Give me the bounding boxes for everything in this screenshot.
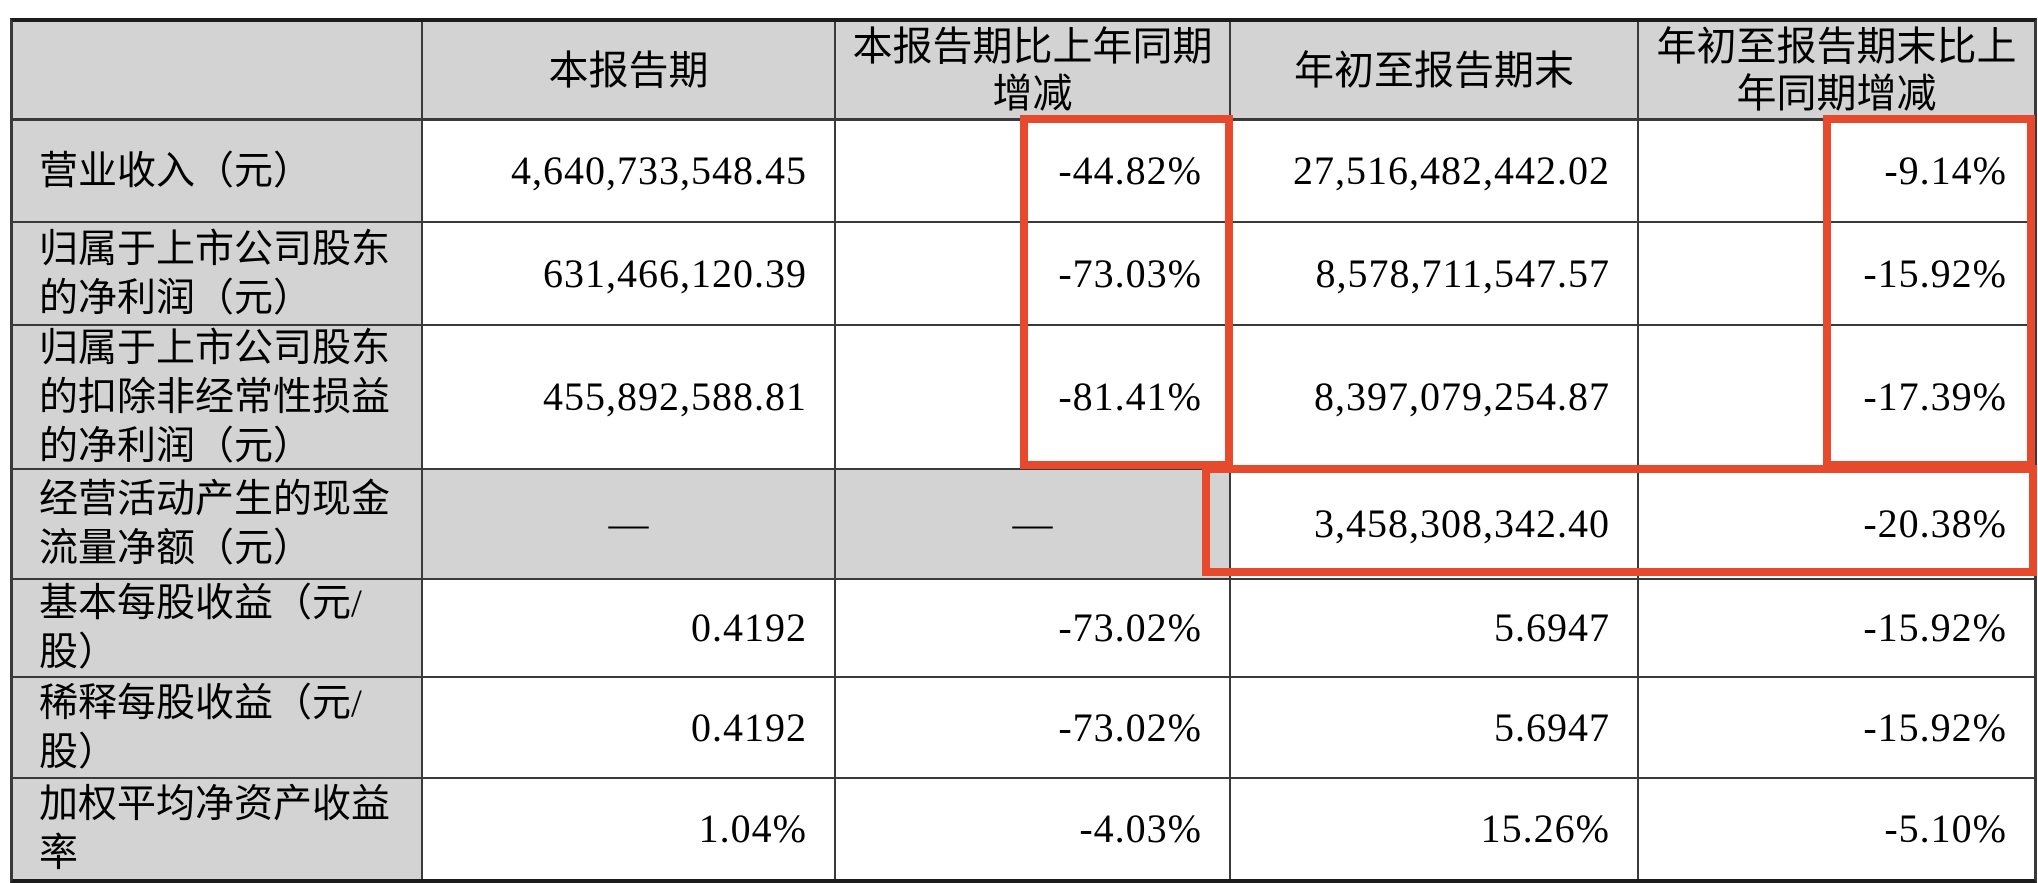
revenue-current-period-change-value: -44.82%	[836, 121, 1231, 223]
net-profit-current-period-change-value: -73.03%	[836, 223, 1231, 326]
diluted-eps-ytd-value: 5.6947	[1231, 678, 1639, 779]
header-current-period: 本报告期	[423, 22, 836, 121]
net-profit-excl-ytd-change-value: -17.39%	[1639, 326, 2034, 470]
cash-flow-current-period-change-dash: —	[836, 470, 1231, 580]
diluted-eps-current-period-change-value: -73.02%	[836, 678, 1231, 779]
roe-current-period-change-value: -4.03%	[836, 779, 1231, 879]
row-label-diluted-eps: 稀释每股收益（元/股）	[13, 678, 423, 779]
header-ytd: 年初至报告期末	[1231, 22, 1639, 121]
net-profit-ytd-change-value: -15.92%	[1639, 223, 2034, 326]
diluted-eps-current-period-value: 0.4192	[423, 678, 836, 779]
revenue-ytd-change-value: -9.14%	[1639, 121, 2034, 223]
row-label-net-profit: 归属于上市公司股东的净利润（元）	[13, 223, 423, 326]
revenue-ytd-value: 27,516,482,442.02	[1231, 121, 1639, 223]
basic-eps-ytd-change-value: -15.92%	[1639, 580, 2034, 678]
basic-eps-current-period-change-value: -73.02%	[836, 580, 1231, 678]
basic-eps-current-period-value: 0.4192	[423, 580, 836, 678]
cash-flow-ytd-change-value: -20.38%	[1639, 470, 2034, 580]
header-ytd-change: 年初至报告期末比上年同期增减	[1639, 22, 2034, 121]
row-label-revenue: 营业收入（元）	[13, 121, 423, 223]
diluted-eps-ytd-change-value: -15.92%	[1639, 678, 2034, 779]
cash-flow-current-period-dash: —	[423, 470, 836, 580]
roe-ytd-value: 15.26%	[1231, 779, 1639, 879]
net-profit-excl-current-period-change-value: -81.41%	[836, 326, 1231, 470]
row-label-basic-eps: 基本每股收益（元/股）	[13, 580, 423, 678]
row-label-net-profit-excl-nonrecurring: 归属于上市公司股东的扣除非经常性损益的净利润（元）	[13, 326, 423, 470]
net-profit-excl-current-period-value: 455,892,588.81	[423, 326, 836, 470]
cash-flow-ytd-value: 3,458,308,342.40	[1231, 470, 1639, 580]
roe-current-period-value: 1.04%	[423, 779, 836, 879]
net-profit-ytd-value: 8,578,711,547.57	[1231, 223, 1639, 326]
row-label-weighted-avg-roe: 加权平均净资产收益率	[13, 779, 423, 879]
roe-ytd-change-value: -5.10%	[1639, 779, 2034, 879]
net-profit-excl-ytd-value: 8,397,079,254.87	[1231, 326, 1639, 470]
revenue-current-period-value: 4,640,733,548.45	[423, 121, 836, 223]
basic-eps-ytd-value: 5.6947	[1231, 580, 1639, 678]
net-profit-current-period-value: 631,466,120.39	[423, 223, 836, 326]
header-current-period-change: 本报告期比上年同期增减	[836, 22, 1231, 121]
financial-summary-table: 本报告期 本报告期比上年同期增减 年初至报告期末 年初至报告期末比上年同期增减 …	[10, 18, 2037, 883]
row-label-operating-cash-flow: 经营活动产生的现金流量净额（元）	[13, 470, 423, 580]
header-cell-blank	[13, 22, 423, 121]
